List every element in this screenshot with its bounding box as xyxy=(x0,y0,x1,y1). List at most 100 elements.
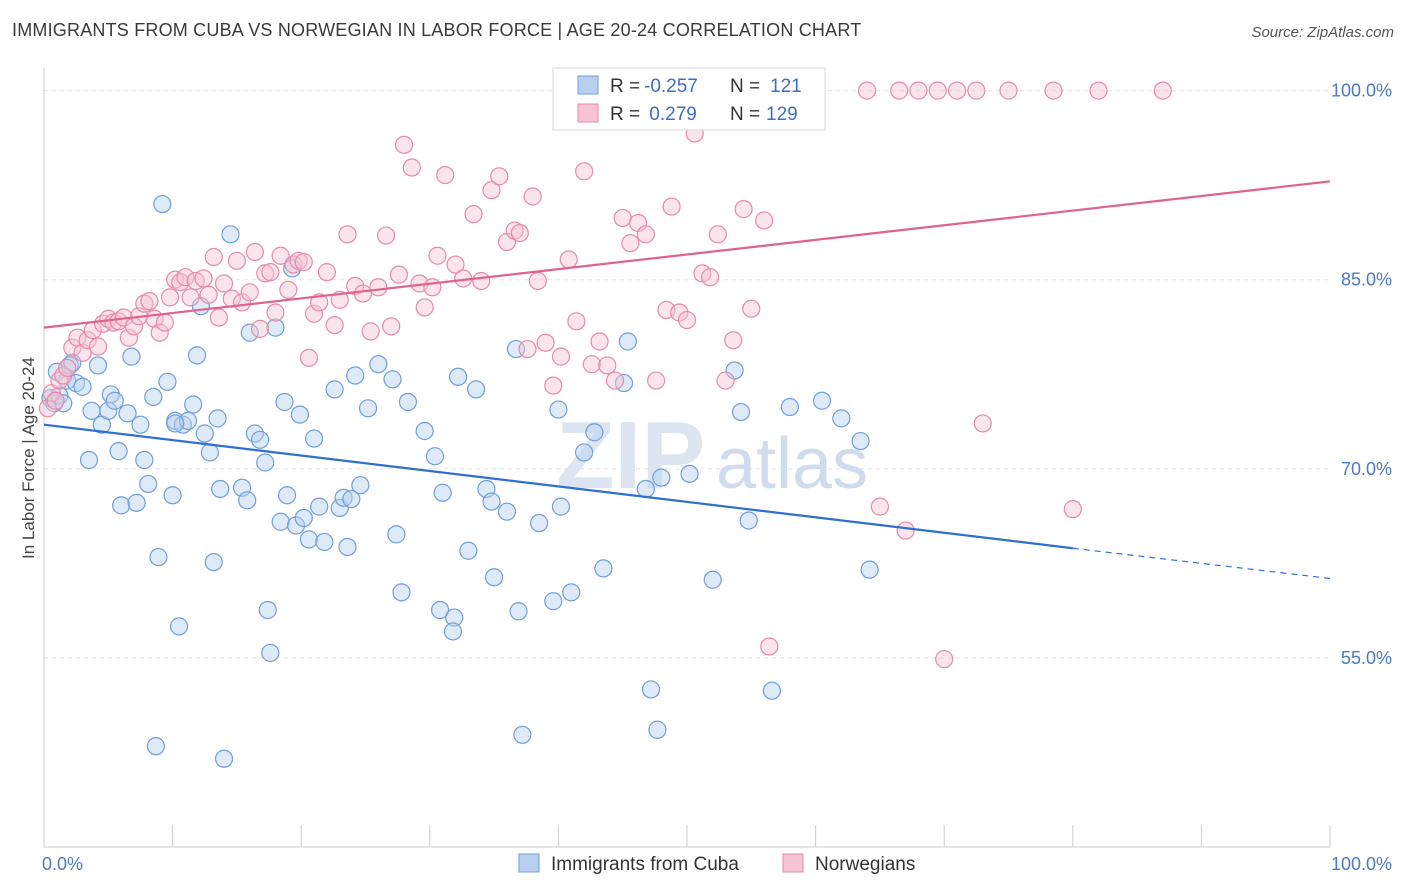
norwegians-point-21 xyxy=(140,292,159,311)
legend-r-value-cuba: -0.257 xyxy=(644,76,698,97)
cuba-point-12 xyxy=(88,356,108,375)
cuba-point-42 xyxy=(221,225,240,244)
norwegians-point-120 xyxy=(947,81,967,100)
cuba-point-72 xyxy=(383,370,402,389)
norwegians-point-119 xyxy=(928,81,947,100)
norwegians-point-130 xyxy=(1063,500,1082,519)
cuba-point-92 xyxy=(544,592,563,611)
axes xyxy=(43,68,1331,848)
cuba-point-31 xyxy=(169,617,189,636)
trend-lines xyxy=(43,180,1331,580)
cuba-point-110 xyxy=(762,681,781,700)
norwegians-point-58 xyxy=(353,284,373,303)
cuba-point-60 xyxy=(304,429,324,448)
cuba-point-95 xyxy=(562,583,581,602)
series-norwegians-points xyxy=(38,81,1172,669)
cuba-point-22 xyxy=(131,415,150,434)
norwegians-point-27 xyxy=(171,273,190,292)
cuba-point-21 xyxy=(127,493,146,512)
cuba-point-71 xyxy=(369,355,388,374)
norwegians-point-67 xyxy=(415,298,434,317)
norwegians-point-96 xyxy=(636,225,655,244)
cuba-point-34 xyxy=(184,395,203,414)
cuba-point-112 xyxy=(812,391,832,410)
cuba-point-97 xyxy=(585,423,604,442)
cuba-point-50 xyxy=(261,643,280,662)
norwegians-point-56 xyxy=(338,225,357,244)
norwegians-point-64 xyxy=(394,135,414,154)
cuba-point-25 xyxy=(144,387,163,407)
norwegians-point-128 xyxy=(870,497,890,516)
norwegians-point-126 xyxy=(973,414,992,433)
norwegians-point-88 xyxy=(575,162,594,181)
cuba-point-29 xyxy=(163,486,182,505)
bottom-legend-swatch-cuba xyxy=(518,853,540,873)
legend-n-value-cuba: 121 xyxy=(770,76,802,97)
norwegians-point-97 xyxy=(647,371,666,390)
cuba-point-45 xyxy=(240,323,259,342)
norwegians-point-2 xyxy=(46,391,65,410)
cuba-point-19 xyxy=(118,404,137,423)
cuba-point-101 xyxy=(636,479,655,499)
cuba-point-49 xyxy=(258,600,277,620)
norwegians-point-24 xyxy=(155,313,174,332)
norwegians-point-49 xyxy=(294,252,313,272)
norwegians-point-5 xyxy=(58,358,77,378)
cuba-point-41 xyxy=(211,479,230,499)
norwegians-point-35 xyxy=(214,274,234,293)
cuba-point-6 xyxy=(60,356,79,375)
norwegians-point-43 xyxy=(261,263,280,282)
norwegians-point-107 xyxy=(724,331,743,350)
norwegians-point-125 xyxy=(1153,81,1172,100)
cuba-point-89 xyxy=(509,602,528,621)
cuba-point-57 xyxy=(290,405,310,424)
cuba-point-54 xyxy=(277,486,297,505)
norwegians-point-116 xyxy=(857,81,877,100)
legend-swatch-cuba xyxy=(577,75,599,95)
bottom-legend-label-norwegians: Norwegians xyxy=(815,854,915,875)
cuba-point-37 xyxy=(195,424,214,443)
norwegians-point-17 xyxy=(119,328,138,347)
norwegians-point-33 xyxy=(204,247,223,267)
cuba-point-69 xyxy=(351,476,370,495)
cuba-point-79 xyxy=(433,483,452,502)
y-tick-label-1: 70.0% xyxy=(1341,459,1392,479)
norwegians-point-129 xyxy=(896,521,915,540)
cuba-point-107 xyxy=(725,361,744,380)
norwegians-point-70 xyxy=(436,165,455,185)
legend-r-label-cuba: R = xyxy=(610,76,640,97)
norwegians-point-92 xyxy=(605,371,625,390)
cuba-point-116 xyxy=(146,737,165,756)
cuba-point-9 xyxy=(73,377,92,396)
legend-n-label-norwegians: N = xyxy=(730,104,760,125)
norwegians-point-63 xyxy=(389,265,409,284)
cuba-point-68 xyxy=(346,366,365,385)
cuba-point-24 xyxy=(139,474,158,494)
norwegians-point-110 xyxy=(755,211,774,230)
cuba-point-87 xyxy=(497,502,517,521)
x-tick-labels: 0.0% 100.0% xyxy=(42,854,1392,874)
cuba-point-85 xyxy=(482,492,501,511)
cuba-point-39 xyxy=(204,552,223,572)
cuba-point-35 xyxy=(187,346,207,365)
norwegians-point-93 xyxy=(613,208,632,228)
norwegians-point-32 xyxy=(199,285,218,304)
cuba-point-91 xyxy=(530,513,549,533)
cuba-point-96 xyxy=(575,443,594,462)
norwegians-point-62 xyxy=(382,317,401,336)
norwegians-point-37 xyxy=(227,251,246,270)
norwegians-point-108 xyxy=(734,200,753,219)
cuba-point-82 xyxy=(459,541,478,560)
norwegians-point-73 xyxy=(464,205,483,224)
cuba-point-18 xyxy=(112,496,131,515)
cuba-point-74 xyxy=(392,583,411,602)
bottom-legend-label-cuba: Immigrants from Cuba xyxy=(551,854,739,875)
legend-swatch-norwegians xyxy=(577,103,599,123)
cuba-point-104 xyxy=(652,468,671,487)
cuba-point-27 xyxy=(153,194,172,214)
cuba-point-119 xyxy=(443,622,463,641)
norwegians-point-0 xyxy=(38,399,57,418)
norwegians-point-25 xyxy=(160,288,180,307)
norwegians-point-76 xyxy=(490,167,509,186)
norwegians-point-121 xyxy=(967,81,986,100)
